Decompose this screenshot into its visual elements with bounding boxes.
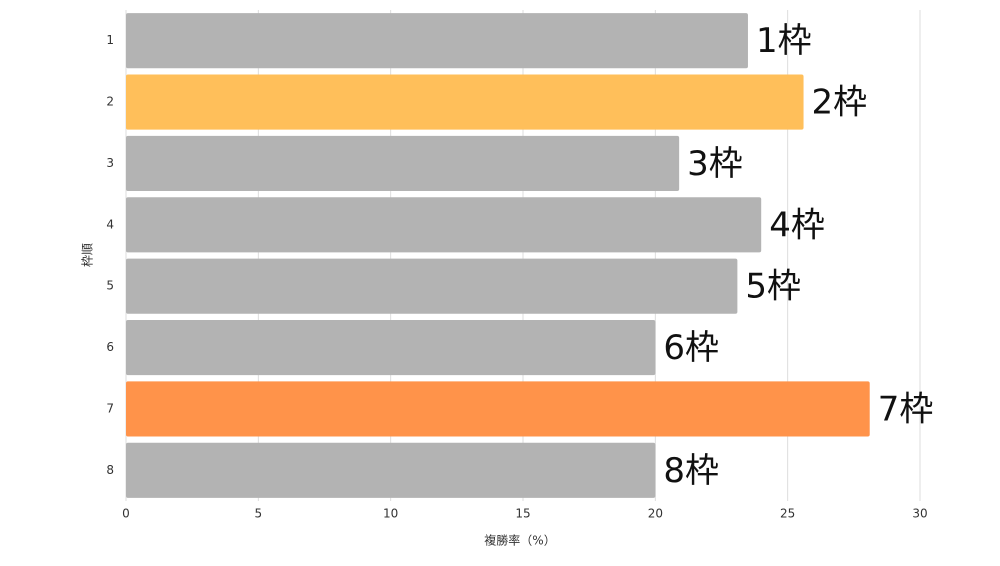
bar-label: 8枠: [663, 451, 719, 491]
y-tick-label: 7: [106, 401, 114, 415]
bar-label: 7枠: [878, 389, 934, 429]
bar-label: 3枠: [687, 144, 743, 184]
bar-label: 5枠: [745, 267, 801, 307]
x-tick-label: 15: [515, 507, 530, 521]
bar: [126, 442, 656, 498]
y-tick-label: 8: [106, 463, 114, 477]
bar: [126, 319, 656, 376]
bar: [126, 13, 748, 69]
y-tick-label: 5: [106, 279, 114, 293]
x-axis-title: 複勝率（%）: [484, 533, 555, 548]
bar-label: 1枠: [756, 21, 812, 61]
x-tick-label: 30: [912, 507, 927, 521]
y-tick-label: 1: [106, 33, 114, 47]
y-axis-title: 枠順: [81, 243, 95, 267]
y-tick-label: 4: [106, 217, 114, 231]
bar: [126, 74, 804, 130]
x-tick-label: 10: [383, 507, 398, 521]
bar: [126, 197, 762, 253]
bar: [126, 381, 870, 437]
y-tick-label: 2: [106, 95, 114, 109]
x-tick-label: 0: [122, 507, 130, 521]
bar: [126, 135, 680, 192]
bar-label: 2枠: [812, 83, 868, 123]
y-tick-label: 3: [106, 156, 114, 170]
bar: [126, 258, 738, 314]
x-tick-label: 20: [648, 507, 663, 521]
y-tick-label: 6: [106, 340, 114, 354]
bar-label: 4枠: [769, 205, 825, 245]
x-tick-label: 25: [780, 507, 795, 521]
bar-label: 6枠: [663, 328, 719, 368]
x-tick-label: 5: [255, 507, 263, 521]
